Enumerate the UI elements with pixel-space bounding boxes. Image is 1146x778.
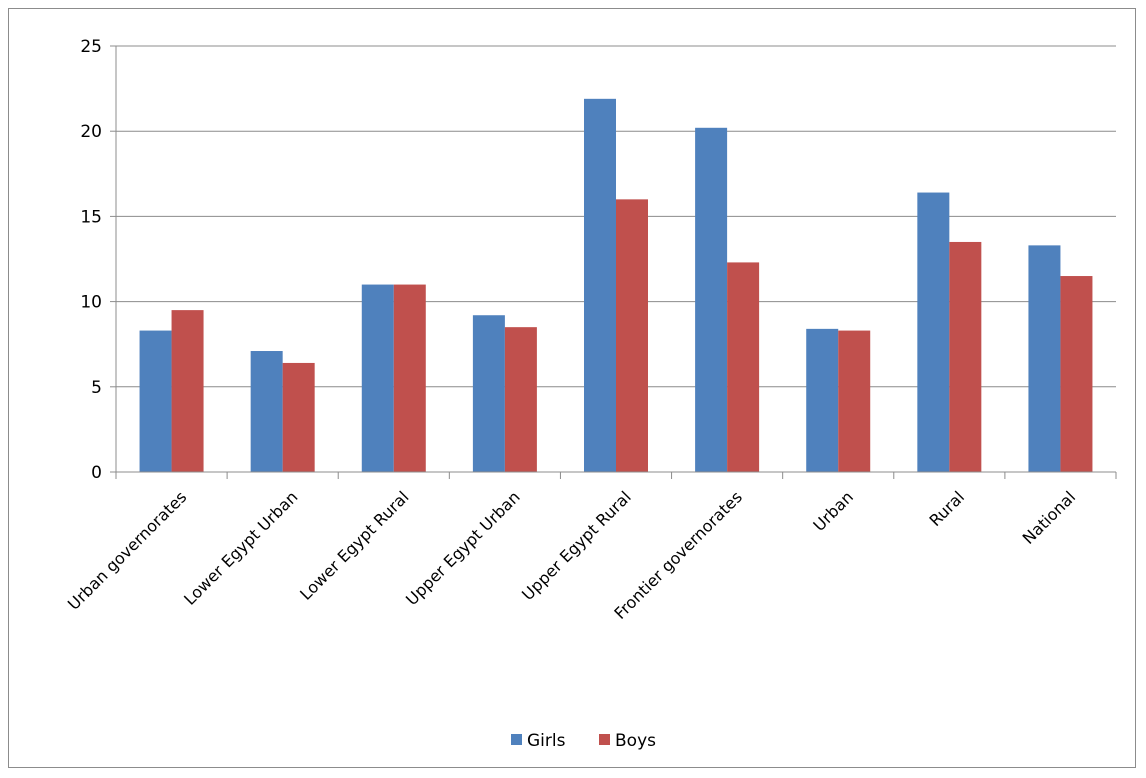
bar-girls-2 (250, 351, 283, 472)
bar-boys-1 (171, 310, 204, 472)
axes (115, 46, 1117, 479)
x-tick-label: Urban (809, 487, 857, 535)
legend: Girls Boys (511, 731, 656, 751)
bar-girls-7 (806, 328, 839, 472)
bar-boys-7 (838, 330, 871, 472)
y-axis-ticks: 0 5 10 15 20 25 (80, 37, 116, 483)
legend-swatch-girls (511, 734, 522, 745)
bar-boys-6 (727, 262, 760, 472)
y-tick-label: 0 (91, 463, 102, 483)
bar-girls-3 (361, 284, 394, 472)
y-tick-label: 25 (80, 37, 102, 57)
y-tick-label: 10 (80, 293, 102, 313)
x-tick-label: Lower Egypt Urban (180, 487, 301, 608)
y-tick-label: 20 (80, 122, 102, 142)
bar-girls-9 (1028, 245, 1061, 472)
legend-label-boys: Boys (615, 731, 656, 751)
bar-girls-6 (695, 127, 728, 473)
bar-boys-5 (616, 199, 648, 473)
legend-swatch-boys (599, 734, 610, 745)
bar-girls-4 (472, 315, 505, 472)
x-tick-label: Upper Egypt Urban (402, 487, 524, 609)
x-tick-label: Upper Egypt Rural (518, 487, 635, 604)
bar-boys-4 (504, 327, 537, 472)
legend-label-girls: Girls (527, 731, 566, 751)
bar-boys-9 (1060, 276, 1093, 472)
bars (139, 98, 1093, 473)
x-tick-label: National (1019, 487, 1080, 548)
x-tick-label: Lower Egypt Rural (296, 487, 412, 603)
x-tick-label: Rural (925, 487, 968, 530)
bar-girls-5 (584, 98, 616, 472)
bar-boys-3 (393, 284, 426, 472)
y-tick-label: 15 (80, 207, 102, 227)
bar-girls-1 (139, 330, 172, 472)
bar-boys-2 (282, 362, 315, 472)
bar-boys-8 (949, 241, 982, 472)
x-tick-label: Frontier governorates (610, 487, 746, 623)
bar-girls-8 (917, 192, 950, 472)
x-tick-label: Urban governorates (64, 487, 190, 613)
y-tick-label: 5 (91, 378, 102, 398)
